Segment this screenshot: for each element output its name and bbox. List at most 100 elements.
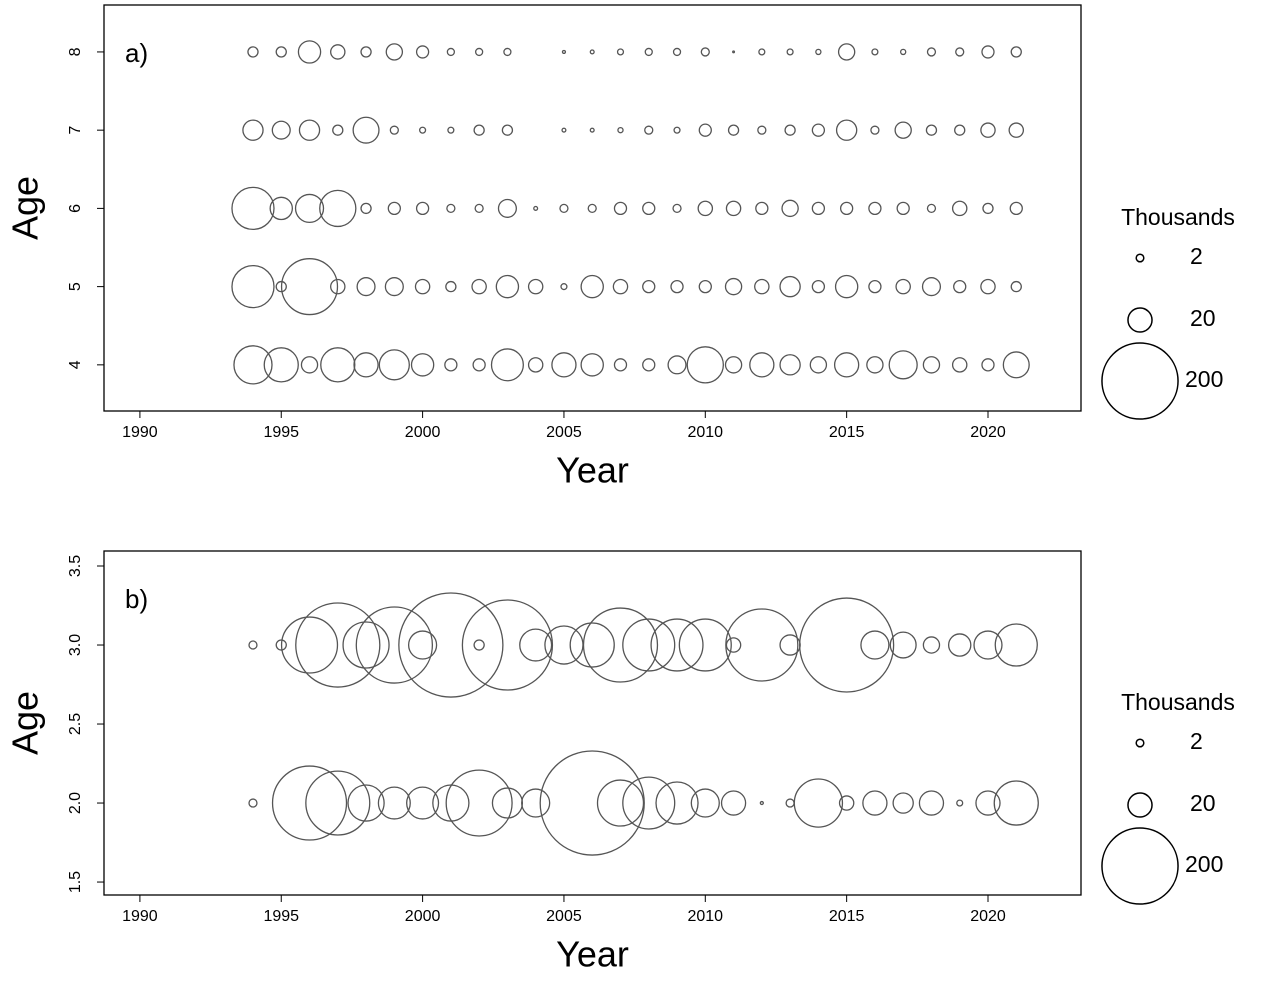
bubble xyxy=(892,792,914,814)
bubble xyxy=(982,202,994,215)
bubble xyxy=(700,47,710,57)
bubble xyxy=(612,278,629,295)
x-axis-label: Year xyxy=(556,934,629,975)
bubble xyxy=(786,48,794,56)
bubble xyxy=(355,606,434,684)
bubble xyxy=(757,125,767,135)
bubble xyxy=(673,126,681,134)
bubble xyxy=(271,765,348,841)
legend-bubble xyxy=(1127,307,1153,333)
y-axis-label: Age xyxy=(5,691,46,755)
bubble xyxy=(419,126,427,134)
bubble xyxy=(589,49,595,55)
bubble xyxy=(503,47,512,57)
bubble xyxy=(473,639,485,651)
bubble xyxy=(332,124,344,136)
bubble xyxy=(655,781,699,825)
bubble xyxy=(342,621,390,669)
bubble xyxy=(580,353,604,377)
bubble xyxy=(617,126,624,134)
legend-label: 2 xyxy=(1190,728,1203,754)
bubble xyxy=(407,630,438,660)
bubble xyxy=(497,198,517,218)
bubble xyxy=(415,201,430,216)
bubble xyxy=(811,123,826,137)
bubble xyxy=(672,47,682,57)
bubble xyxy=(414,278,431,295)
panel-label: a) xyxy=(125,38,148,68)
legend-label: 200 xyxy=(1185,366,1223,392)
x-tick-label: 2000 xyxy=(405,908,441,925)
bubble xyxy=(613,358,628,372)
legend-label: 2 xyxy=(1190,243,1203,269)
bubble xyxy=(561,49,567,55)
bubble xyxy=(589,127,595,133)
bubble xyxy=(724,356,743,374)
bubble xyxy=(951,200,968,217)
bubble xyxy=(785,798,795,808)
bubble xyxy=(446,203,456,214)
x-tick-label: 1995 xyxy=(263,908,299,925)
bubble xyxy=(231,264,275,309)
bubble xyxy=(973,630,1003,660)
y-tick-label: 4 xyxy=(67,360,84,369)
bubble xyxy=(980,278,996,295)
y-tick-label: 3.0 xyxy=(67,634,84,656)
bubble xyxy=(491,787,524,819)
bubble xyxy=(1010,46,1022,58)
bubble xyxy=(779,275,801,298)
bubble xyxy=(793,778,844,828)
y-tick-label: 5 xyxy=(67,282,84,291)
bubble xyxy=(347,784,385,822)
bubble xyxy=(994,623,1038,667)
bubble xyxy=(353,352,379,378)
legend-bubble xyxy=(1135,253,1145,263)
bubble xyxy=(725,200,742,217)
bubble xyxy=(415,45,430,59)
bubble xyxy=(860,630,890,660)
bubble xyxy=(446,47,456,57)
bubble xyxy=(953,279,967,294)
y-tick-label: 2.5 xyxy=(67,713,84,735)
bubble xyxy=(263,347,299,383)
bubble xyxy=(894,121,912,139)
bubble xyxy=(698,123,712,137)
plot-frame xyxy=(103,4,1082,412)
bubble xyxy=(582,607,659,683)
bubble xyxy=(501,124,514,136)
bubble xyxy=(672,203,682,214)
bubble xyxy=(248,640,258,650)
y-tick-label: 6 xyxy=(67,204,84,213)
bubble xyxy=(474,203,484,214)
bubble xyxy=(300,356,319,374)
bubble xyxy=(551,352,577,378)
bubble xyxy=(275,639,287,651)
bubble xyxy=(472,358,486,372)
bubble xyxy=(838,795,855,811)
bubble xyxy=(360,46,372,58)
bubble xyxy=(445,280,457,293)
bubble xyxy=(686,346,724,384)
bubble xyxy=(947,633,972,657)
bubble xyxy=(294,193,325,224)
bubble xyxy=(544,625,584,665)
x-tick-label: 2015 xyxy=(829,908,865,925)
bubble xyxy=(295,602,381,688)
bubble xyxy=(242,119,264,141)
x-tick-label: 1990 xyxy=(122,908,158,925)
bubble xyxy=(561,127,567,133)
bubble xyxy=(895,278,911,295)
bubble xyxy=(951,357,968,373)
bubble xyxy=(298,119,321,141)
bubble xyxy=(779,354,801,376)
bubble xyxy=(644,125,654,135)
bubble xyxy=(871,48,879,56)
bubble xyxy=(690,788,720,818)
bubble xyxy=(670,279,684,294)
bubble xyxy=(473,124,485,136)
y-tick-label: 8 xyxy=(67,47,84,56)
bubble xyxy=(725,608,799,682)
bubble xyxy=(921,277,942,297)
y-tick-label: 7 xyxy=(67,126,84,135)
legend-label: 20 xyxy=(1190,305,1216,331)
